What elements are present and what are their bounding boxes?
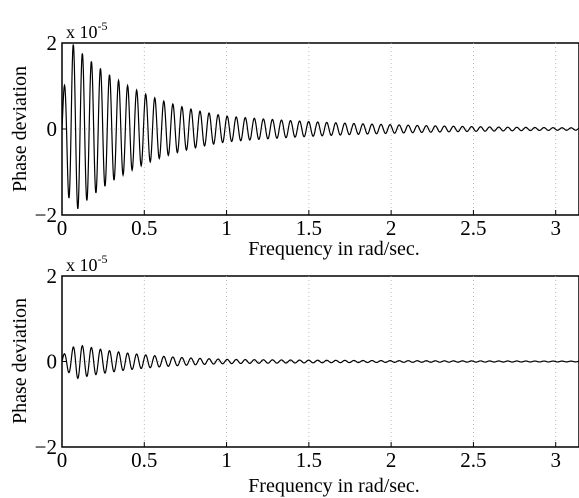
bottom-y-tick-label-2: 2 bbox=[47, 264, 58, 288]
bottom-x-tick-label-3: 1.5 bbox=[296, 448, 322, 472]
bottom-x-tick-label-0: 0 bbox=[57, 448, 68, 472]
bottom-x-tick-label-4: 2 bbox=[386, 448, 397, 472]
top-ticks: 0 0.5 1 1.5 2 2.5 3−202 bbox=[35, 31, 561, 240]
top-scale-label: x 10-5 bbox=[66, 19, 108, 42]
top-x-tick-label-5: 2.5 bbox=[460, 216, 486, 240]
top-x-tick-label-6: 3 bbox=[550, 216, 561, 240]
top-x-tick-label-2: 1 bbox=[221, 216, 232, 240]
bottom-x-tick-label-6: 3 bbox=[550, 448, 561, 472]
top-series-line bbox=[61, 44, 579, 210]
top-plot: 0 0.5 1 1.5 2 2.5 3−202 x 10-5 Frequency in ra… bbox=[9, 19, 579, 260]
bottom-x-tick-label-1: 0.5 bbox=[131, 448, 157, 472]
bottom-x-tick-label-2: 1 bbox=[221, 448, 232, 472]
top-x-axis-label: Frequency in rad/sec. bbox=[248, 238, 420, 260]
bottom-scale-label: x 10-5 bbox=[66, 252, 108, 275]
top-y-axis-label: Phase deviation bbox=[9, 66, 31, 192]
top-y-tick-label-0: −2 bbox=[35, 203, 57, 227]
bottom-ticks: 0 0.5 1 1.5 2 2.5 3−202 bbox=[35, 264, 561, 472]
bottom-series-line bbox=[61, 344, 579, 380]
bottom-grid bbox=[62, 276, 579, 447]
top-y-tick-label-2: 2 bbox=[47, 31, 58, 55]
bottom-y-tick-label-0: −2 bbox=[35, 435, 57, 459]
top-grid bbox=[62, 43, 579, 215]
bottom-x-tick-label-5: 2.5 bbox=[460, 448, 486, 472]
top-x-tick-label-0: 0 bbox=[57, 216, 68, 240]
top-x-tick-label-1: 0.5 bbox=[131, 216, 157, 240]
bottom-plot: 0 0.5 1 1.5 2 2.5 3−202 x 10-5 Frequency in ra… bbox=[9, 252, 579, 497]
top-y-tick-label-1: 0 bbox=[47, 117, 58, 141]
bottom-y-axis-label: Phase deviation bbox=[9, 298, 31, 424]
top-x-tick-label-4: 2 bbox=[386, 216, 397, 240]
bottom-x-axis-label: Frequency in rad/sec. bbox=[248, 475, 420, 497]
bottom-y-tick-label-1: 0 bbox=[47, 350, 58, 374]
top-x-tick-label-3: 1.5 bbox=[296, 216, 322, 240]
